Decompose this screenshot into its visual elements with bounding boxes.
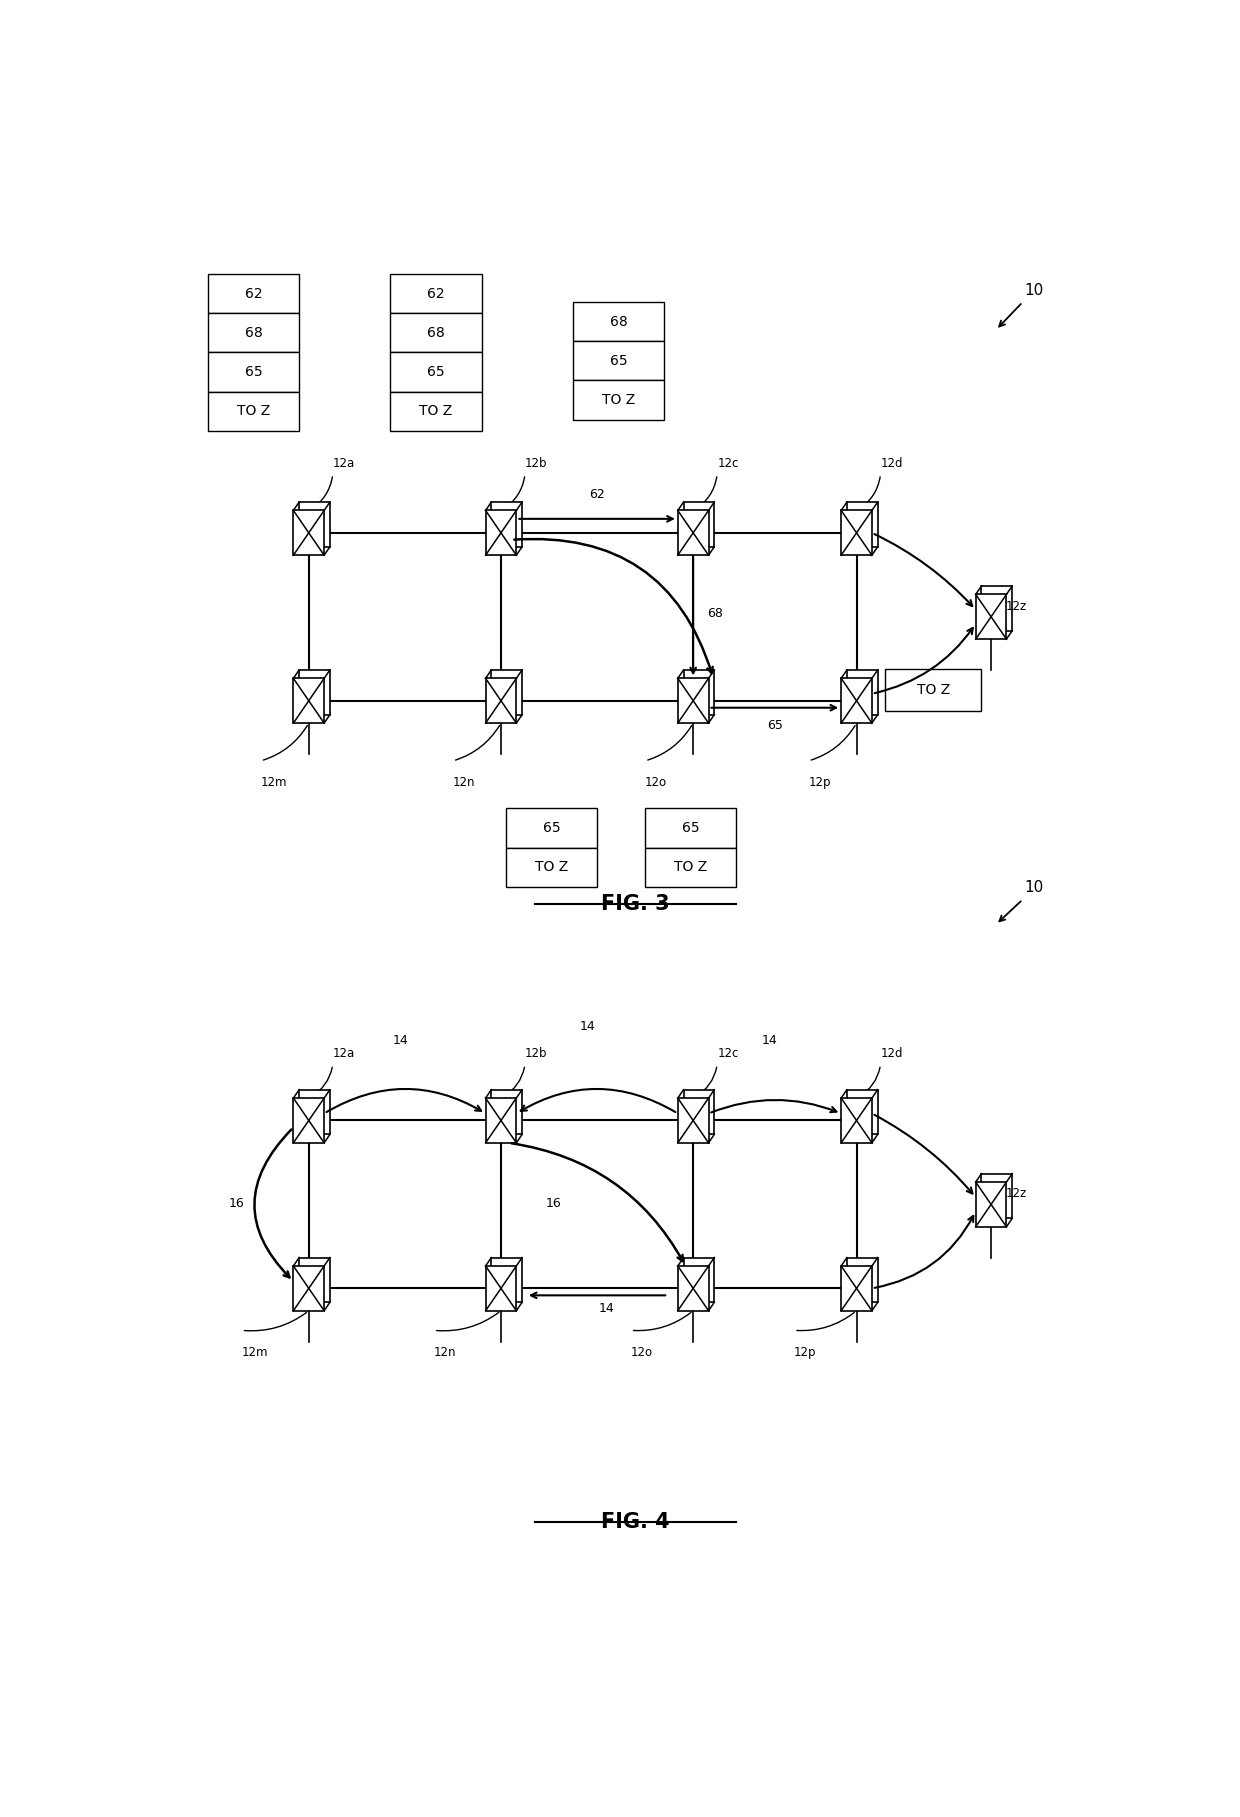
FancyBboxPatch shape	[294, 1097, 324, 1143]
FancyBboxPatch shape	[885, 669, 982, 710]
Text: 12b: 12b	[525, 458, 548, 471]
FancyBboxPatch shape	[683, 1257, 714, 1303]
Text: 65: 65	[543, 821, 560, 836]
FancyBboxPatch shape	[841, 1097, 872, 1143]
Text: FIG. 4: FIG. 4	[601, 1512, 670, 1532]
FancyBboxPatch shape	[847, 670, 878, 714]
FancyBboxPatch shape	[645, 809, 737, 847]
FancyBboxPatch shape	[678, 678, 708, 723]
FancyBboxPatch shape	[208, 274, 299, 313]
Text: 62: 62	[589, 487, 605, 501]
Text: 12z: 12z	[1006, 600, 1027, 612]
FancyBboxPatch shape	[678, 1097, 708, 1143]
Text: 65: 65	[428, 365, 445, 380]
Text: TO Z: TO Z	[237, 403, 270, 418]
Text: FIG. 3: FIG. 3	[601, 894, 670, 914]
FancyBboxPatch shape	[506, 809, 596, 847]
FancyBboxPatch shape	[486, 1097, 516, 1143]
FancyBboxPatch shape	[491, 501, 522, 547]
Text: 14: 14	[763, 1034, 777, 1047]
FancyBboxPatch shape	[683, 501, 714, 547]
Text: 68: 68	[244, 325, 263, 340]
Text: TO Z: TO Z	[675, 859, 707, 874]
FancyBboxPatch shape	[299, 1257, 330, 1303]
Text: 65: 65	[682, 821, 699, 836]
Text: 68: 68	[708, 607, 723, 620]
FancyBboxPatch shape	[976, 594, 1007, 640]
Text: 12n: 12n	[453, 776, 475, 789]
FancyBboxPatch shape	[299, 670, 330, 714]
Text: 12d: 12d	[880, 458, 903, 471]
FancyBboxPatch shape	[573, 342, 665, 380]
FancyBboxPatch shape	[841, 1266, 872, 1310]
Text: 10: 10	[1024, 881, 1044, 896]
FancyBboxPatch shape	[982, 1174, 1012, 1219]
FancyBboxPatch shape	[299, 1090, 330, 1134]
FancyBboxPatch shape	[491, 1090, 522, 1134]
Text: 62: 62	[428, 287, 445, 300]
Text: TO Z: TO Z	[419, 403, 453, 418]
Text: 16: 16	[229, 1197, 244, 1210]
Text: 12b: 12b	[525, 1047, 548, 1061]
Text: 12c: 12c	[717, 1047, 739, 1061]
FancyBboxPatch shape	[391, 352, 481, 391]
Text: 65: 65	[766, 720, 782, 732]
Text: 12a: 12a	[332, 458, 355, 471]
Text: 12o: 12o	[645, 776, 667, 789]
Text: 65: 65	[244, 365, 263, 380]
FancyBboxPatch shape	[391, 313, 481, 352]
FancyBboxPatch shape	[299, 501, 330, 547]
FancyBboxPatch shape	[847, 1257, 878, 1303]
FancyBboxPatch shape	[294, 678, 324, 723]
FancyBboxPatch shape	[486, 1266, 516, 1310]
FancyBboxPatch shape	[486, 511, 516, 556]
Text: TO Z: TO Z	[916, 683, 950, 696]
FancyBboxPatch shape	[847, 501, 878, 547]
FancyBboxPatch shape	[294, 511, 324, 556]
Text: 12d: 12d	[880, 1047, 903, 1061]
FancyBboxPatch shape	[683, 1090, 714, 1134]
FancyBboxPatch shape	[841, 511, 872, 556]
FancyBboxPatch shape	[683, 670, 714, 714]
Text: 12o: 12o	[631, 1346, 652, 1359]
FancyBboxPatch shape	[491, 670, 522, 714]
FancyBboxPatch shape	[208, 313, 299, 352]
Text: 14: 14	[579, 1019, 595, 1032]
FancyBboxPatch shape	[976, 1183, 1007, 1226]
Text: TO Z: TO Z	[603, 392, 635, 407]
FancyBboxPatch shape	[678, 1266, 708, 1310]
Text: 68: 68	[428, 325, 445, 340]
FancyBboxPatch shape	[391, 391, 481, 431]
Text: 16: 16	[546, 1197, 562, 1210]
Text: 12p: 12p	[794, 1346, 817, 1359]
FancyBboxPatch shape	[678, 511, 708, 556]
Text: 12z: 12z	[1006, 1187, 1027, 1201]
Text: 12m: 12m	[260, 776, 288, 789]
Text: 12a: 12a	[332, 1047, 355, 1061]
FancyBboxPatch shape	[841, 678, 872, 723]
FancyBboxPatch shape	[645, 847, 737, 887]
FancyBboxPatch shape	[573, 302, 665, 342]
Text: 68: 68	[610, 314, 627, 329]
FancyBboxPatch shape	[982, 587, 1012, 630]
FancyBboxPatch shape	[506, 847, 596, 887]
Text: 12m: 12m	[242, 1346, 268, 1359]
Text: TO Z: TO Z	[534, 859, 568, 874]
Text: 12p: 12p	[808, 776, 831, 789]
Text: 14: 14	[599, 1303, 615, 1316]
FancyBboxPatch shape	[847, 1090, 878, 1134]
FancyBboxPatch shape	[486, 678, 516, 723]
Text: 10: 10	[1024, 283, 1044, 298]
FancyBboxPatch shape	[391, 274, 481, 313]
FancyBboxPatch shape	[573, 380, 665, 420]
Text: 12c: 12c	[717, 458, 739, 471]
Text: 14: 14	[392, 1034, 408, 1047]
Text: 65: 65	[610, 354, 627, 367]
Text: 12n: 12n	[434, 1346, 456, 1359]
FancyBboxPatch shape	[491, 1257, 522, 1303]
FancyBboxPatch shape	[208, 352, 299, 391]
Text: 62: 62	[244, 287, 263, 300]
FancyBboxPatch shape	[208, 391, 299, 431]
FancyBboxPatch shape	[294, 1266, 324, 1310]
